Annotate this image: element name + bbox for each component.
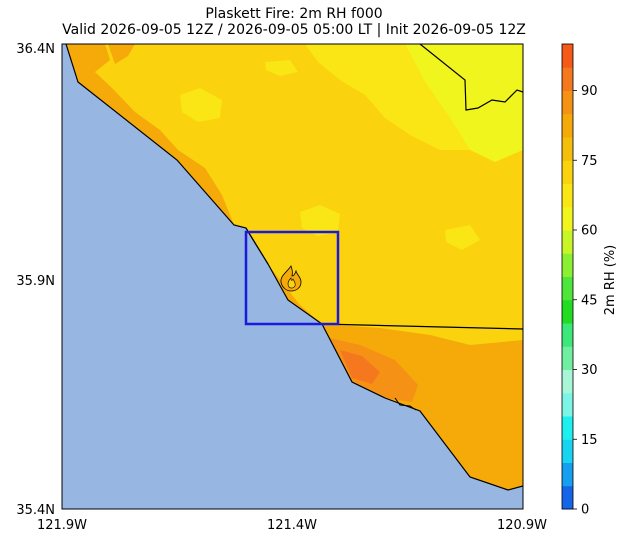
colorbar-segment bbox=[562, 44, 573, 68]
lon-tick-label: 121.9W bbox=[37, 518, 87, 533]
lon-tick-label: 120.9W bbox=[497, 518, 547, 533]
map-subtitle: Valid 2026-09-05 12Z / 2026-09-05 05:00 … bbox=[62, 22, 526, 38]
rh-contour-lightyellow-d bbox=[265, 60, 298, 76]
colorbar-tick-label: 60 bbox=[581, 224, 598, 239]
colorbar-segment bbox=[562, 299, 573, 324]
colorbar-segment bbox=[562, 323, 573, 347]
colorbar-segment bbox=[562, 253, 573, 277]
colorbar-segment bbox=[562, 485, 573, 510]
coastline bbox=[65, 44, 523, 491]
colorbar-segment bbox=[562, 276, 573, 301]
colorbar-segment bbox=[562, 462, 573, 487]
colorbar-frame bbox=[561, 43, 574, 510]
rh-contour-lightyellow-e bbox=[445, 225, 480, 250]
colorbar-segment bbox=[562, 137, 573, 161]
lon-tick-label: 121.4W bbox=[267, 518, 317, 533]
colorbar-segment bbox=[562, 67, 573, 91]
rh-contour-yellow-ne bbox=[405, 44, 523, 162]
colorbar-segment bbox=[562, 346, 573, 370]
map-panel bbox=[62, 44, 523, 509]
county-boundary-east bbox=[419, 44, 523, 111]
colorbar-segment bbox=[562, 113, 573, 138]
colorbar-segment bbox=[562, 206, 573, 231]
colorbar-segment bbox=[562, 439, 573, 463]
rh-contour-red-south bbox=[340, 350, 380, 384]
colorbar-tick-label: 30 bbox=[581, 363, 598, 378]
rh-contour-lightyellow-c bbox=[300, 205, 340, 236]
rh-contour-orange-north-2 bbox=[108, 44, 135, 64]
colorbar-segment bbox=[562, 392, 573, 417]
colorbar-segment bbox=[562, 160, 573, 184]
colorbar-segment bbox=[562, 183, 573, 208]
colorbar-tick-label: 75 bbox=[581, 154, 598, 169]
lat-tick-label: 36.4N bbox=[16, 42, 55, 57]
map-frame bbox=[61, 43, 524, 510]
colorbar-segment bbox=[562, 369, 573, 394]
colorbar-segment bbox=[562, 90, 573, 115]
lat-tick-label: 35.9N bbox=[16, 274, 55, 289]
colorbar-tick-label: 15 bbox=[581, 433, 598, 448]
colorbar-tick-label: 45 bbox=[581, 293, 598, 308]
lat-tick-label: 35.4N bbox=[16, 503, 55, 518]
coastal-inlet bbox=[394, 397, 417, 411]
rh-contour-lightyellow-b bbox=[180, 88, 222, 122]
colorbar-segment bbox=[562, 230, 573, 254]
flame-icon bbox=[280, 265, 302, 292]
rh-contour-lightyellow-a bbox=[305, 44, 470, 150]
rh-contour-orange-north bbox=[66, 44, 234, 225]
colorbar: 0 15 30 45 60 75 90 bbox=[561, 43, 598, 518]
county-boundary-south bbox=[321, 323, 523, 330]
colorbar-tick-label: 90 bbox=[581, 84, 598, 99]
map-title: Plaskett Fire: 2m RH f000 bbox=[205, 6, 383, 22]
colorbar-label: 2m RH (%) bbox=[603, 245, 618, 316]
fire-area-box bbox=[244, 230, 340, 326]
colorbar-tick-label: 0 bbox=[581, 503, 589, 518]
colorbar-segment bbox=[562, 416, 573, 440]
